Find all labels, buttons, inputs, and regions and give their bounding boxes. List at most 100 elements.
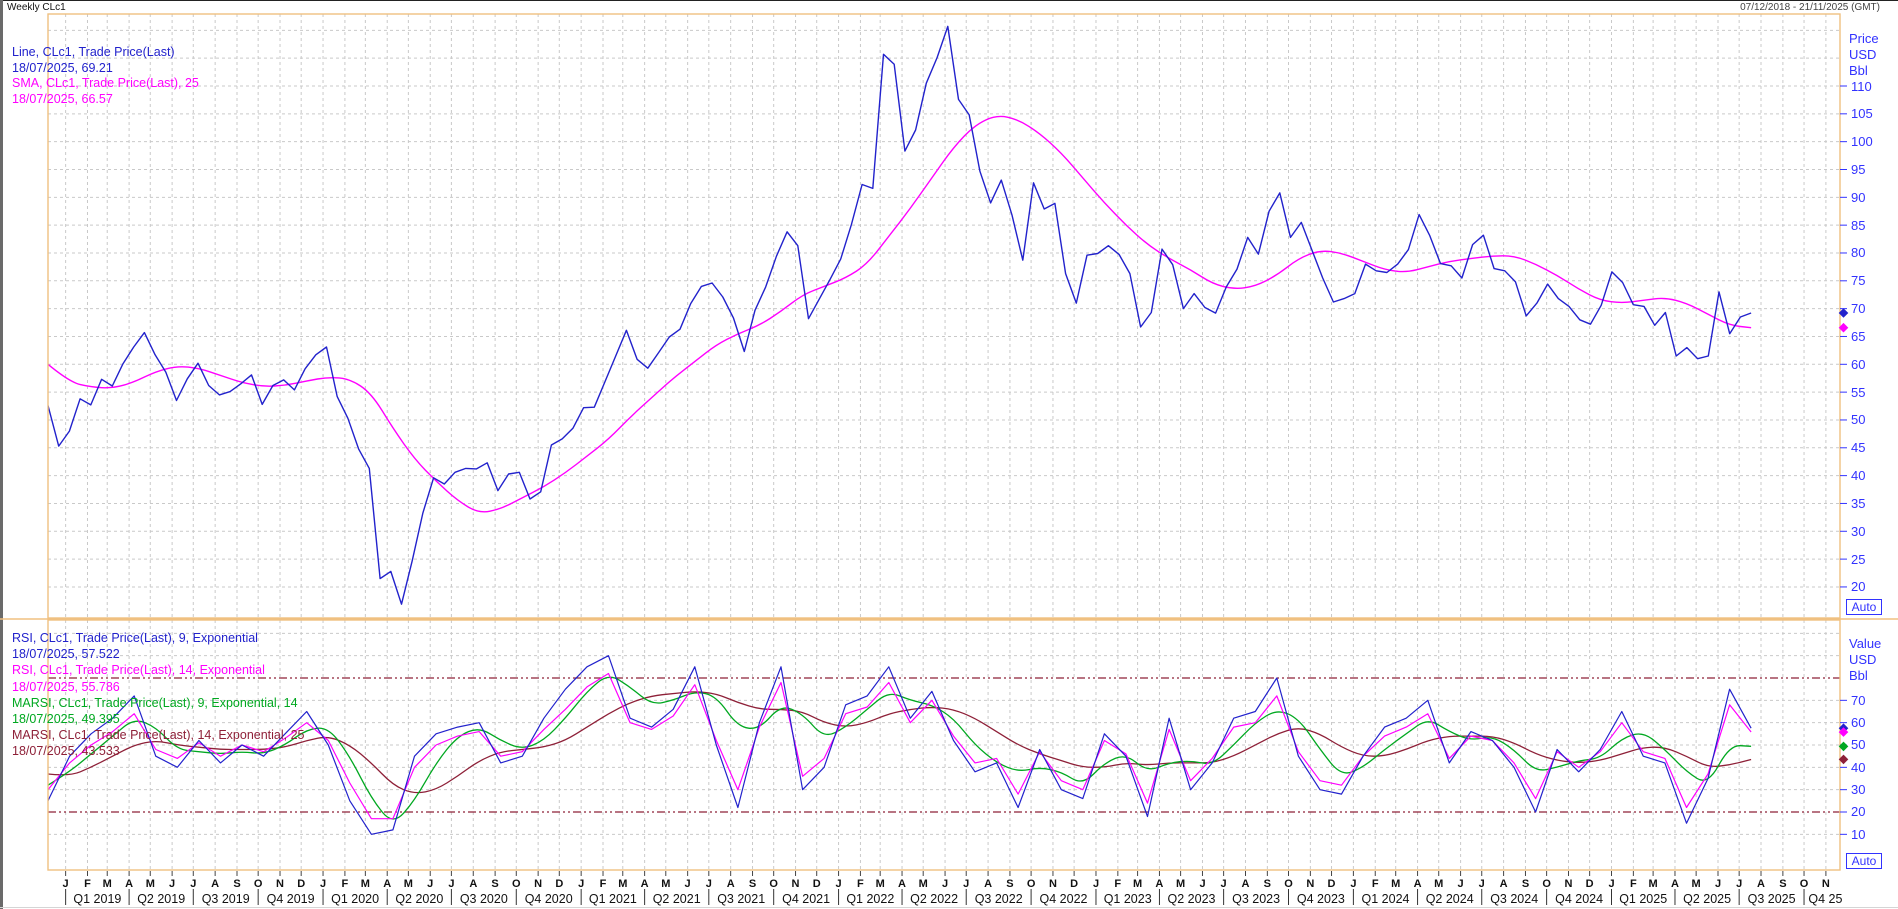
month-label: M <box>918 878 928 890</box>
month-label: A <box>1413 878 1422 890</box>
quarter-label: Q3 2023 <box>1232 892 1281 906</box>
month-label: M <box>1691 878 1701 890</box>
month-label: J <box>190 878 197 890</box>
value-tick-label: 60 <box>1851 715 1866 731</box>
month-label: M <box>1176 878 1186 890</box>
quarter-label: Q2 2019 <box>137 892 186 906</box>
month-label: J <box>1199 878 1206 890</box>
month-label: M <box>661 878 671 890</box>
quarter-label: Q4 25 <box>1808 892 1843 906</box>
month-label: A <box>1155 878 1164 890</box>
month-label: S <box>233 878 241 890</box>
value-tick-label: 20 <box>1851 804 1866 820</box>
price-tick-label: 30 <box>1851 523 1866 539</box>
value-axis-title-line: USD <box>1849 652 1877 667</box>
quarter-label: Q4 2021 <box>782 892 831 906</box>
quarter-label: Q4 2022 <box>1039 892 1088 906</box>
month-label: O <box>253 878 263 890</box>
price-panel-autoscale-button[interactable]: Auto <box>1846 599 1882 615</box>
indicator-panel-plot-area[interactable] <box>48 620 1840 870</box>
month-label: A <box>1671 878 1679 890</box>
quarter-label: Q2 2023 <box>1167 892 1216 906</box>
month-label: M <box>145 878 155 890</box>
legend-series-label: MARSI, CLc1, Trade Price(Last), 9, Expon… <box>12 695 298 710</box>
legend-series-value: 18/07/2025, 57.522 <box>12 647 120 662</box>
month-label: O <box>1799 878 1809 890</box>
value-tick-label: 70 <box>1851 692 1866 708</box>
legend-series-value: 18/07/2025, 49.395 <box>12 712 120 727</box>
price-tick-label: 90 <box>1851 189 1866 205</box>
month-label: D <box>812 878 821 890</box>
legend-series-value: 18/07/2025, 69.21 <box>12 60 113 75</box>
quarter-label: Q2 2024 <box>1425 892 1474 906</box>
month-label: O <box>512 878 521 890</box>
price-tick-label: 25 <box>1851 551 1866 567</box>
quarter-label: Q3 2024 <box>1490 892 1539 906</box>
month-label: J <box>1478 878 1485 890</box>
price-tick-label: 50 <box>1851 412 1866 428</box>
month-label: J <box>1350 878 1357 890</box>
quarter-label: Q1 2023 <box>1103 892 1152 906</box>
quarter-label: Q1 2022 <box>846 892 895 906</box>
month-label: A <box>726 878 735 890</box>
quarter-label: Q2 2025 <box>1683 892 1732 906</box>
month-label: J <box>963 878 970 890</box>
month-label: O <box>1542 878 1551 890</box>
quarter-label: Q1 2019 <box>73 892 122 906</box>
month-label: J <box>835 878 842 890</box>
price-axis-title-line: USD <box>1849 47 1877 62</box>
price-tick-label: 40 <box>1851 468 1866 484</box>
value-tick-label: 10 <box>1851 826 1866 842</box>
indicator-panel-autoscale-button[interactable]: Auto <box>1846 853 1882 869</box>
month-label: O <box>769 878 778 890</box>
legend-series-value: 18/07/2025, 43.533 <box>12 744 120 759</box>
month-label: J <box>1457 878 1464 890</box>
month-label: A <box>1757 878 1765 890</box>
month-label: F <box>1630 878 1637 890</box>
month-label: N <box>791 878 800 890</box>
month-label: D <box>297 878 306 890</box>
legend-series-value: 18/07/2025, 66.57 <box>12 91 113 106</box>
legend-series-label: MARSI, CLc1, Trade Price(Last), 14, Expo… <box>12 728 305 743</box>
month-label: O <box>1284 878 1293 890</box>
price-tick-label: 65 <box>1851 328 1866 344</box>
month-label: M <box>360 878 370 890</box>
legend-series-label: Line, CLc1, Trade Price(Last) <box>12 45 175 59</box>
value-axis-title: Value USD Bbl <box>1849 636 1881 684</box>
month-label: N <box>1049 878 1057 890</box>
value-axis-title-line: Bbl <box>1849 668 1868 683</box>
quarter-label: Q3 2019 <box>201 892 250 906</box>
value-tick-label: 30 <box>1851 782 1866 798</box>
legend-series-value: 18/07/2025, 55.786 <box>12 679 120 694</box>
month-label: A <box>383 878 392 890</box>
value-tick-label: 40 <box>1851 759 1866 775</box>
month-label: D <box>555 878 564 890</box>
month-label: J <box>169 878 176 890</box>
month-label: A <box>125 878 134 890</box>
month-label: J <box>1608 878 1615 890</box>
month-label: M <box>1648 878 1658 890</box>
quarter-label: Q3 2022 <box>974 892 1023 906</box>
price-tick-label: 45 <box>1851 440 1866 456</box>
quarter-label: Q4 2023 <box>1296 892 1345 906</box>
month-label: S <box>491 878 499 890</box>
month-label: N <box>1306 878 1315 890</box>
quarter-label: Q4 2019 <box>266 892 315 906</box>
price-tick-label: 85 <box>1851 217 1866 233</box>
quarter-label: Q1 2021 <box>588 892 637 906</box>
quarter-label: Q3 2021 <box>717 892 766 906</box>
window-title: Weekly CLc1 <box>7 2 66 13</box>
month-label: S <box>748 878 757 890</box>
quarter-label: Q1 2024 <box>1361 892 1410 906</box>
month-label: D <box>1585 878 1594 890</box>
quarter-label: Q3 2025 <box>1747 892 1796 906</box>
month-label: J <box>448 878 455 890</box>
value-tick-label: 50 <box>1851 737 1866 753</box>
month-label: F <box>1371 878 1379 890</box>
month-label: J <box>1092 878 1100 890</box>
month-label: F <box>341 878 349 890</box>
price-panel-plot-area[interactable] <box>48 14 1840 618</box>
price-axis-title: Price USD Bbl <box>1849 31 1879 79</box>
